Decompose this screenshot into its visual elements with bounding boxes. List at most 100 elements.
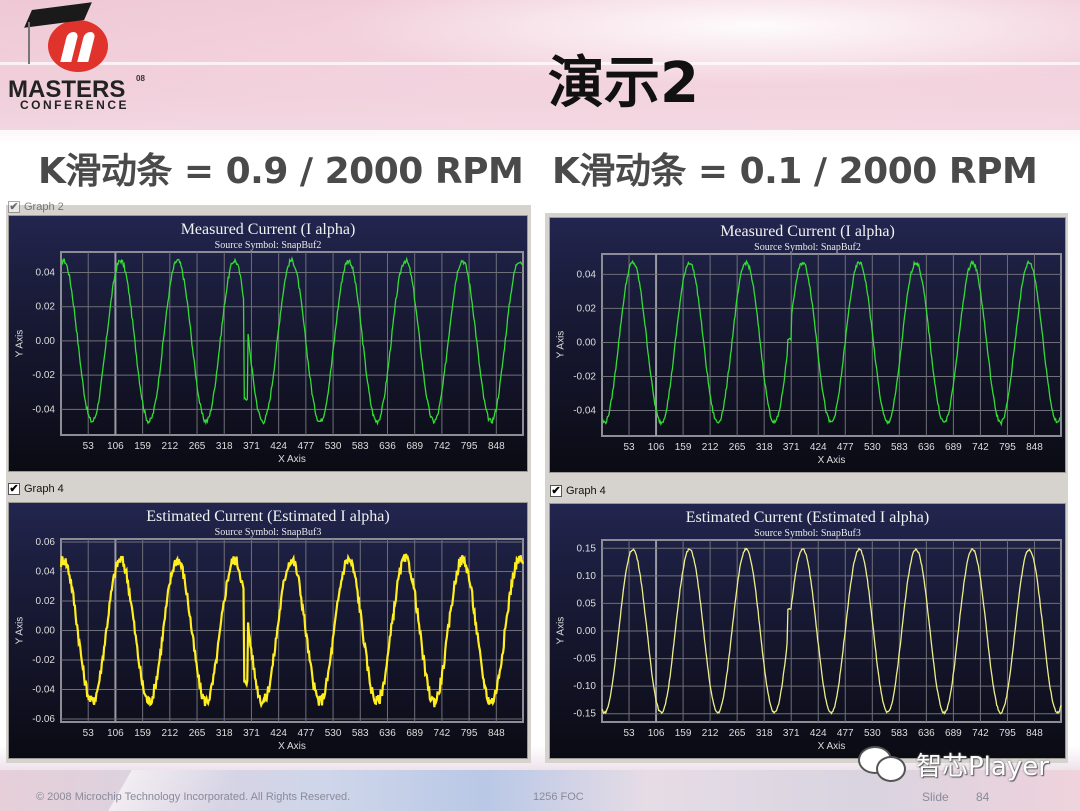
x-axis-label: X Axis <box>817 455 846 466</box>
waveform-trace <box>59 553 525 709</box>
svg-text:795: 795 <box>999 728 1016 739</box>
svg-text:265: 265 <box>729 442 746 453</box>
svg-text:0.00: 0.00 <box>577 626 597 637</box>
footer-course-code: 1256 FOC <box>533 791 584 803</box>
chart-subtitle: Source Symbol: SnapBuf2 <box>214 240 322 251</box>
x-axis-label: X Axis <box>278 741 306 752</box>
svg-text:212: 212 <box>161 441 178 452</box>
svg-text:-0.02: -0.02 <box>32 370 55 381</box>
svg-text:265: 265 <box>189 441 206 452</box>
wechat-watermark: 智芯Player <box>858 744 1049 784</box>
svg-text:159: 159 <box>134 441 151 452</box>
svg-text:53: 53 <box>83 441 95 452</box>
svg-text:689: 689 <box>945 442 962 453</box>
plot-area: 53 106 159 212 265 318 371 424 477 530 583 636 689 74… <box>573 253 1062 453</box>
svg-text:848: 848 <box>488 728 505 739</box>
subtitle-left: K滑动条 = 0.9 / 2000 RPM <box>38 151 524 192</box>
graph-2-label: Graph 2 <box>24 201 64 213</box>
graph-4-toggle[interactable]: ✔ Graph 4 <box>8 483 64 495</box>
chart-subtitle: Source Symbol: SnapBuf3 <box>214 527 322 538</box>
svg-text:-0.02: -0.02 <box>32 655 55 666</box>
chart-title: Estimated Current (Estimated I alpha) <box>685 509 930 526</box>
logo-year: 08 <box>136 74 145 83</box>
chart-left-estimated-current: Estimated Current (Estimated I alpha) Sou… <box>8 502 528 759</box>
svg-text:371: 371 <box>243 441 260 452</box>
svg-text:318: 318 <box>216 728 233 739</box>
svg-text:159: 159 <box>675 728 692 739</box>
chart-title: Measured Current (I alpha) <box>180 221 356 238</box>
y-axis-label: Y Axis <box>14 616 26 644</box>
svg-text:795: 795 <box>999 442 1016 453</box>
chart-left-measured-current: Measured Current (I alpha) Source Symbol:… <box>8 215 528 472</box>
svg-text:583: 583 <box>352 728 369 739</box>
graph-4-checkbox-right[interactable]: ✔ <box>550 485 562 497</box>
svg-text:0.02: 0.02 <box>577 303 597 314</box>
svg-text:-0.04: -0.04 <box>32 404 55 415</box>
svg-text:106: 106 <box>107 728 124 739</box>
svg-text:-0.10: -0.10 <box>573 681 596 692</box>
svg-text:477: 477 <box>837 728 854 739</box>
svg-text:159: 159 <box>675 442 692 453</box>
svg-text:-0.15: -0.15 <box>573 709 596 720</box>
svg-text:53: 53 <box>83 728 95 739</box>
svg-text:583: 583 <box>891 442 908 453</box>
svg-text:0.02: 0.02 <box>36 596 56 607</box>
svg-text:530: 530 <box>864 728 881 739</box>
slide-header-background <box>0 0 1080 130</box>
graph-2-toggle[interactable]: ✔ Graph 2 <box>8 201 64 213</box>
y-axis-label: Y Axis <box>555 330 567 359</box>
svg-text:636: 636 <box>379 728 396 739</box>
footer-slide-number: 84 <box>976 790 990 804</box>
svg-text:0.05: 0.05 <box>577 598 597 609</box>
svg-text:583: 583 <box>891 728 908 739</box>
graph-2-checkbox[interactable]: ✔ <box>8 201 20 213</box>
chart-subtitle: Source Symbol: SnapBuf3 <box>754 528 861 539</box>
svg-text:-0.02: -0.02 <box>573 371 596 382</box>
svg-text:371: 371 <box>783 728 800 739</box>
svg-text:424: 424 <box>270 441 287 452</box>
slide-title: 演示2 <box>548 51 699 116</box>
svg-text:106: 106 <box>107 441 124 452</box>
graph-4-toggle-right[interactable]: ✔ Graph 4 <box>550 485 606 497</box>
svg-text:0.10: 0.10 <box>577 571 597 582</box>
svg-text:318: 318 <box>756 442 773 453</box>
graph-4-label-right: Graph 4 <box>566 485 606 497</box>
chart-subtitle: Source Symbol: SnapBuf2 <box>754 242 861 253</box>
svg-text:689: 689 <box>406 728 423 739</box>
svg-text:0.04: 0.04 <box>577 269 597 280</box>
svg-text:477: 477 <box>298 728 315 739</box>
svg-text:795: 795 <box>461 728 478 739</box>
masters-conference-logo: MASTERS 08 CONFERENCE <box>6 2 156 112</box>
plot-area: 53 106 159 212 265 318 371 424 477 530 583 636 689 74… <box>32 251 524 452</box>
svg-text:636: 636 <box>379 441 396 452</box>
wechat-icon <box>858 744 910 784</box>
waveform-trace <box>60 256 524 426</box>
svg-text:212: 212 <box>702 728 719 739</box>
svg-text:742: 742 <box>434 441 451 452</box>
chart-right-estimated-current: Estimated Current (Estimated I alpha) Sou… <box>549 503 1066 759</box>
svg-text:265: 265 <box>189 728 206 739</box>
svg-text:848: 848 <box>1026 728 1043 739</box>
svg-text:689: 689 <box>945 728 962 739</box>
svg-text:795: 795 <box>461 441 478 452</box>
svg-text:212: 212 <box>161 728 178 739</box>
svg-text:530: 530 <box>864 442 881 453</box>
graph-4-checkbox[interactable]: ✔ <box>8 483 20 495</box>
svg-text:424: 424 <box>270 728 287 739</box>
svg-text:530: 530 <box>325 441 342 452</box>
y-axis-label: Y Axis <box>14 329 26 357</box>
chart-title: Estimated Current (Estimated I alpha) <box>146 508 390 525</box>
svg-text:0.00: 0.00 <box>577 337 597 348</box>
svg-text:0.15: 0.15 <box>577 543 597 554</box>
svg-text:689: 689 <box>406 441 423 452</box>
waveform-trace <box>602 259 1062 427</box>
svg-text:-0.04: -0.04 <box>32 685 55 696</box>
svg-text:106: 106 <box>648 728 665 739</box>
logo-conference-text: CONFERENCE <box>20 98 130 112</box>
svg-text:742: 742 <box>434 728 451 739</box>
svg-text:0.00: 0.00 <box>36 336 56 347</box>
svg-text:0.06: 0.06 <box>36 537 56 548</box>
x-axis-label: X Axis <box>817 741 846 752</box>
svg-text:159: 159 <box>134 728 151 739</box>
svg-text:53: 53 <box>623 728 635 739</box>
